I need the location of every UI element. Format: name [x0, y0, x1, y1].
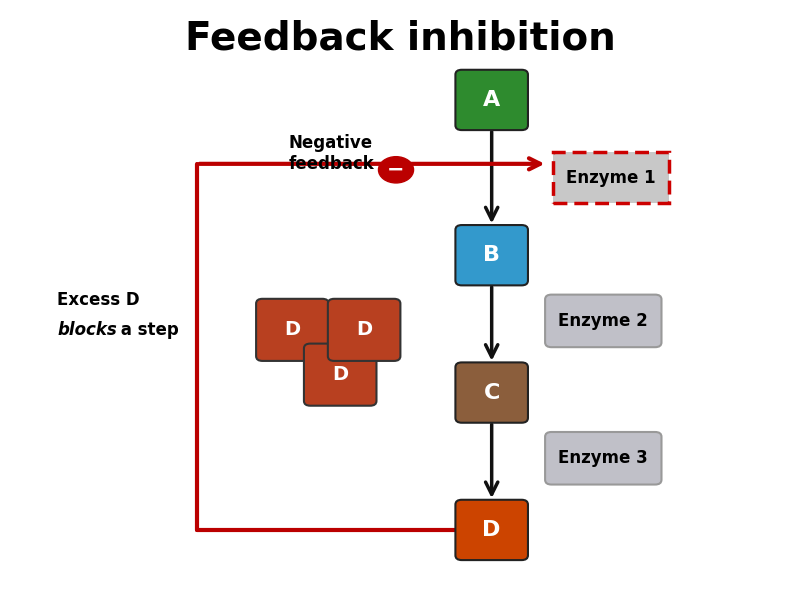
FancyBboxPatch shape	[256, 299, 329, 361]
Text: Negative
feedback: Negative feedback	[288, 134, 374, 173]
Text: B: B	[483, 245, 500, 265]
FancyBboxPatch shape	[545, 295, 662, 347]
Text: Feedback inhibition: Feedback inhibition	[185, 19, 615, 58]
Text: Enzyme 3: Enzyme 3	[558, 449, 648, 467]
FancyBboxPatch shape	[455, 500, 528, 560]
Bar	[554, 152, 669, 203]
FancyBboxPatch shape	[455, 70, 528, 130]
FancyBboxPatch shape	[455, 225, 528, 286]
Bar	[554, 152, 669, 203]
Text: D: D	[284, 320, 301, 340]
FancyBboxPatch shape	[545, 432, 662, 485]
Text: D: D	[482, 520, 501, 540]
Text: C: C	[483, 383, 500, 403]
FancyBboxPatch shape	[304, 344, 377, 406]
Text: Enzyme 2: Enzyme 2	[558, 312, 648, 330]
FancyBboxPatch shape	[328, 299, 400, 361]
Text: A: A	[483, 90, 500, 110]
Text: Enzyme 1: Enzyme 1	[566, 169, 656, 187]
Text: D: D	[332, 365, 348, 384]
Circle shape	[378, 157, 414, 183]
Text: D: D	[356, 320, 372, 340]
Text: blocks: blocks	[57, 321, 117, 339]
Text: −: −	[387, 160, 405, 180]
Text: a step: a step	[114, 321, 178, 339]
Text: Excess D: Excess D	[57, 291, 140, 309]
FancyBboxPatch shape	[455, 362, 528, 423]
